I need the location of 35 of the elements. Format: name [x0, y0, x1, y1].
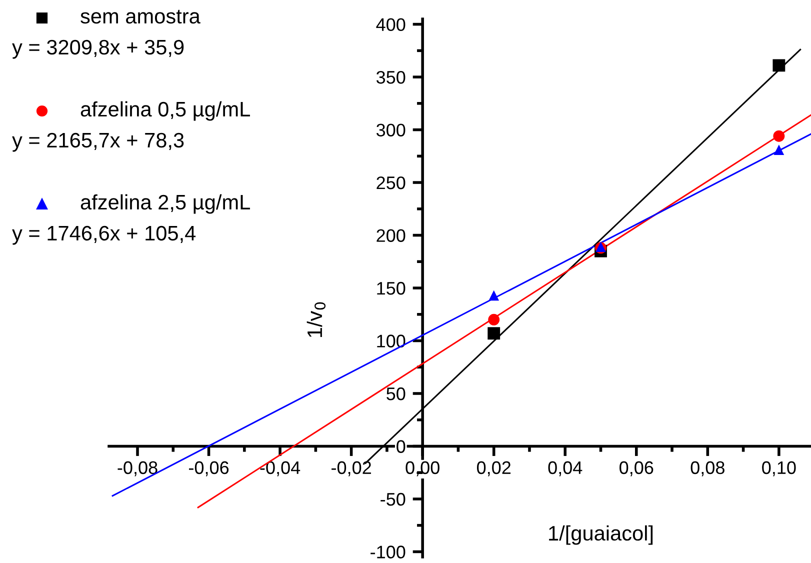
- legend-label: afzelina 0,5 µg/mL: [80, 101, 250, 121]
- y-tick-label: 150: [377, 282, 406, 295]
- x-tick-label: 0,10: [762, 461, 796, 476]
- x-tick-label: -0,02: [332, 461, 371, 476]
- y-tick-label: 50: [386, 387, 406, 400]
- x-tick-label: 0,02: [476, 461, 511, 476]
- y-tick-label: 300: [376, 124, 406, 136]
- point: [773, 130, 785, 142]
- point: [774, 144, 784, 156]
- y-tick-label: 350: [376, 70, 406, 84]
- annotation: y = 2165,7x + 78,3: [12, 132, 184, 152]
- x-tick-label: -0,04: [260, 461, 300, 476]
- y-tick-label: -100: [370, 546, 406, 558]
- y-tick-label: 100: [377, 334, 406, 348]
- x-tick-label: -0,06: [189, 461, 229, 476]
- legend-label: afzelina 2,5 µg/mL: [80, 194, 250, 214]
- point: [488, 327, 500, 340]
- point: [772, 59, 786, 72]
- legend-label: sem amostra: [80, 10, 200, 24]
- x-tick-label: 0,04: [548, 461, 582, 476]
- x-tick-label: 0,08: [690, 461, 724, 476]
- y-tick-label: 0: [396, 440, 406, 453]
- annotation: y = 1746,6x + 105,4: [12, 226, 196, 245]
- x-axis-title: 1/[guaiacol]: [549, 525, 653, 545]
- y-tick-label: 400: [376, 18, 406, 31]
- x-tick-label: 0,00: [406, 461, 440, 476]
- point: [488, 314, 500, 326]
- y-tick-label: 250: [376, 176, 406, 190]
- x-tick-label: 0,06: [620, 461, 654, 476]
- point: [488, 290, 500, 301]
- y-tick-label: -50: [380, 492, 406, 506]
- x-tick-label: -0,08: [118, 461, 158, 476]
- y-axis-title: 1/v$_{0}$: [306, 302, 326, 338]
- annotation: y = 3209,8x + 35,9: [12, 40, 184, 59]
- y-tick-label: 200: [376, 229, 406, 242]
